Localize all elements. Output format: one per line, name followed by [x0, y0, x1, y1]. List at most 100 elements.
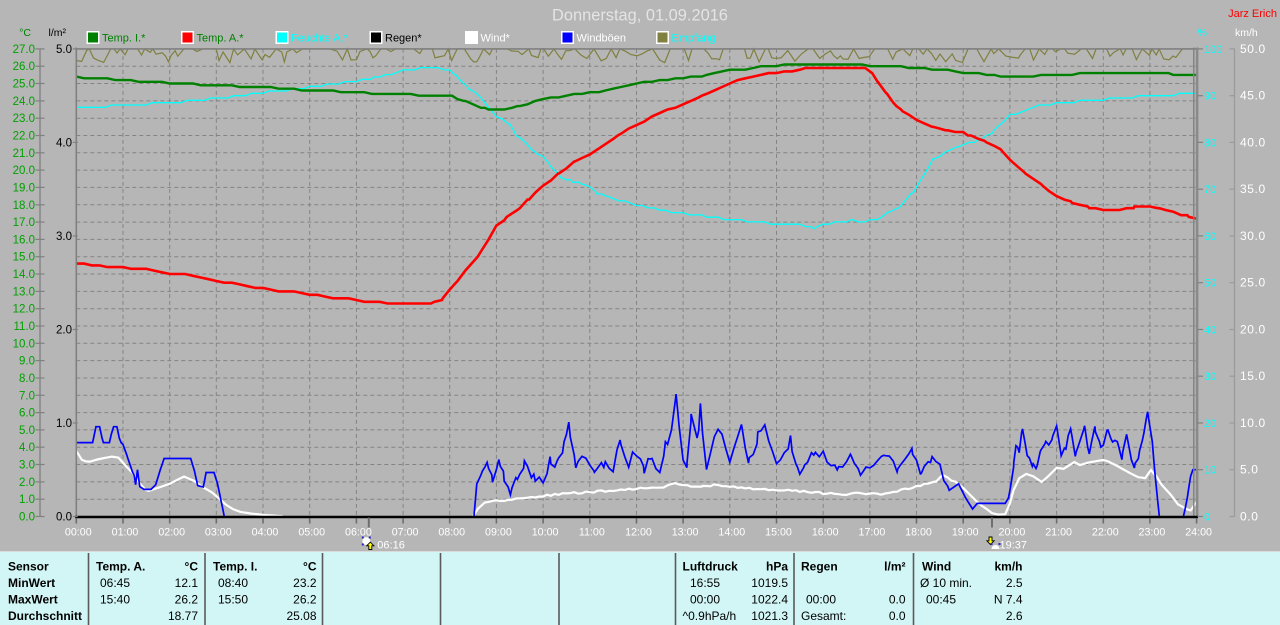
svg-text:0: 0 [1204, 512, 1210, 524]
svg-text:15.0: 15.0 [1240, 369, 1266, 383]
svg-text:15:50: 15:50 [218, 593, 248, 607]
svg-text:Temp. I.*: Temp. I.* [102, 33, 146, 45]
svg-text:04:00: 04:00 [252, 527, 279, 539]
svg-text:21:00: 21:00 [1045, 527, 1072, 539]
svg-text:27.0: 27.0 [13, 44, 35, 56]
svg-text:7.0: 7.0 [19, 390, 35, 402]
svg-text:02:00: 02:00 [158, 527, 185, 539]
svg-text:60: 60 [1204, 231, 1216, 243]
svg-text:05:00: 05:00 [298, 527, 325, 539]
svg-text:06:45: 06:45 [100, 576, 130, 590]
svg-text:50.0: 50.0 [1240, 42, 1266, 56]
svg-text:Temp. A.: Temp. A. [96, 560, 145, 574]
svg-text:00:45: 00:45 [926, 593, 956, 607]
svg-text:Gesamt:: Gesamt: [801, 609, 846, 623]
svg-text:50: 50 [1204, 278, 1216, 290]
svg-text:18.77: 18.77 [168, 609, 198, 623]
svg-text:26.0: 26.0 [13, 61, 35, 73]
svg-text:MinWert: MinWert [8, 576, 55, 590]
svg-text:8.0: 8.0 [19, 373, 35, 385]
svg-text:20.0: 20.0 [1240, 323, 1266, 337]
svg-text:30: 30 [1204, 371, 1216, 383]
svg-text:10.0: 10.0 [1240, 416, 1266, 430]
svg-text:3.0: 3.0 [56, 231, 72, 243]
svg-text:1.0: 1.0 [19, 494, 35, 506]
svg-text:12.0: 12.0 [13, 304, 35, 316]
svg-text:Empfang: Empfang [672, 33, 716, 45]
svg-text:23.0: 23.0 [13, 113, 35, 125]
svg-text:MaxWert: MaxWert [8, 593, 58, 607]
svg-text:4.0: 4.0 [19, 442, 35, 454]
svg-text:03:00: 03:00 [205, 527, 232, 539]
svg-text:l/m²: l/m² [884, 560, 905, 574]
svg-text:40: 40 [1204, 325, 1216, 337]
svg-text:23:00: 23:00 [1139, 527, 1166, 539]
svg-text:08:40: 08:40 [218, 576, 248, 590]
svg-text:70: 70 [1204, 184, 1216, 196]
svg-text:00:00: 00:00 [806, 593, 836, 607]
svg-text:2.6: 2.6 [1006, 609, 1023, 623]
svg-text:Donnerstag, 01.09.2016: Donnerstag, 01.09.2016 [552, 7, 728, 25]
svg-text:14.0: 14.0 [13, 269, 35, 281]
svg-text:0.0: 0.0 [19, 512, 35, 524]
svg-text:1022.4: 1022.4 [751, 593, 788, 607]
svg-text:1.0: 1.0 [56, 418, 72, 430]
svg-text:0.0: 0.0 [1240, 510, 1258, 524]
svg-text:17.0: 17.0 [13, 217, 35, 229]
svg-text:5.0: 5.0 [1240, 463, 1258, 477]
svg-text:l/m²: l/m² [49, 27, 67, 39]
svg-text:Wind: Wind [922, 560, 951, 574]
svg-text:16:55: 16:55 [690, 576, 720, 590]
svg-text:26.2: 26.2 [293, 593, 317, 607]
svg-text:08:00: 08:00 [438, 527, 465, 539]
svg-text:21.0: 21.0 [13, 148, 35, 160]
svg-text:22.0: 22.0 [13, 131, 35, 143]
svg-text:Temp. I.: Temp. I. [213, 560, 257, 574]
svg-text:13:00: 13:00 [672, 527, 699, 539]
svg-text:4.0: 4.0 [56, 137, 72, 149]
svg-text:2.0: 2.0 [56, 325, 72, 337]
svg-text:23.2: 23.2 [293, 576, 317, 590]
svg-text:Wind*: Wind* [481, 33, 511, 45]
svg-text:20.0: 20.0 [13, 165, 35, 177]
svg-text:0.0: 0.0 [889, 609, 906, 623]
svg-text:12.1: 12.1 [175, 576, 199, 590]
svg-text:0.0: 0.0 [889, 593, 906, 607]
svg-text:°C: °C [185, 560, 199, 574]
svg-text:%: % [1198, 27, 1207, 39]
svg-text:26.2: 26.2 [175, 593, 199, 607]
svg-text:Feuchte A.*: Feuchte A.* [291, 33, 349, 45]
svg-text:hPa: hPa [766, 560, 788, 574]
svg-text:01:00: 01:00 [112, 527, 139, 539]
svg-text:Windböen: Windböen [577, 33, 627, 45]
svg-text:17:00: 17:00 [859, 527, 886, 539]
svg-text:24:00: 24:00 [1185, 527, 1212, 539]
svg-text:^0.9hPa/h: ^0.9hPa/h [683, 609, 737, 623]
svg-text:km/h: km/h [994, 560, 1022, 574]
svg-text:19.0: 19.0 [13, 182, 35, 194]
svg-text:Regen*: Regen* [385, 33, 422, 45]
svg-text:0.0: 0.0 [56, 512, 72, 524]
svg-text:Durchschnitt: Durchschnitt [8, 609, 82, 623]
svg-text:10:00: 10:00 [532, 527, 559, 539]
svg-text:N 7.4: N 7.4 [994, 593, 1023, 607]
svg-text:45.0: 45.0 [1240, 89, 1266, 103]
svg-text:Regen: Regen [801, 560, 838, 574]
svg-text:06:00: 06:00 [345, 527, 372, 539]
svg-text:Temp. A.*: Temp. A.* [197, 33, 245, 45]
svg-text:5.0: 5.0 [56, 44, 72, 56]
svg-text:10.0: 10.0 [13, 338, 35, 350]
svg-text:24.0: 24.0 [13, 96, 35, 108]
svg-text:11.0: 11.0 [13, 321, 35, 333]
svg-text:90: 90 [1204, 91, 1216, 103]
svg-text:16:00: 16:00 [812, 527, 839, 539]
svg-text:°C: °C [303, 560, 317, 574]
svg-text:06:16: 06:16 [377, 540, 405, 552]
svg-text:25.08: 25.08 [286, 609, 316, 623]
svg-text:°C: °C [19, 27, 31, 39]
svg-text:25.0: 25.0 [13, 79, 35, 91]
svg-text:80: 80 [1204, 137, 1216, 149]
svg-text:3.0: 3.0 [19, 460, 35, 472]
svg-text:09:00: 09:00 [485, 527, 512, 539]
svg-text:19:37: 19:37 [1000, 540, 1028, 552]
